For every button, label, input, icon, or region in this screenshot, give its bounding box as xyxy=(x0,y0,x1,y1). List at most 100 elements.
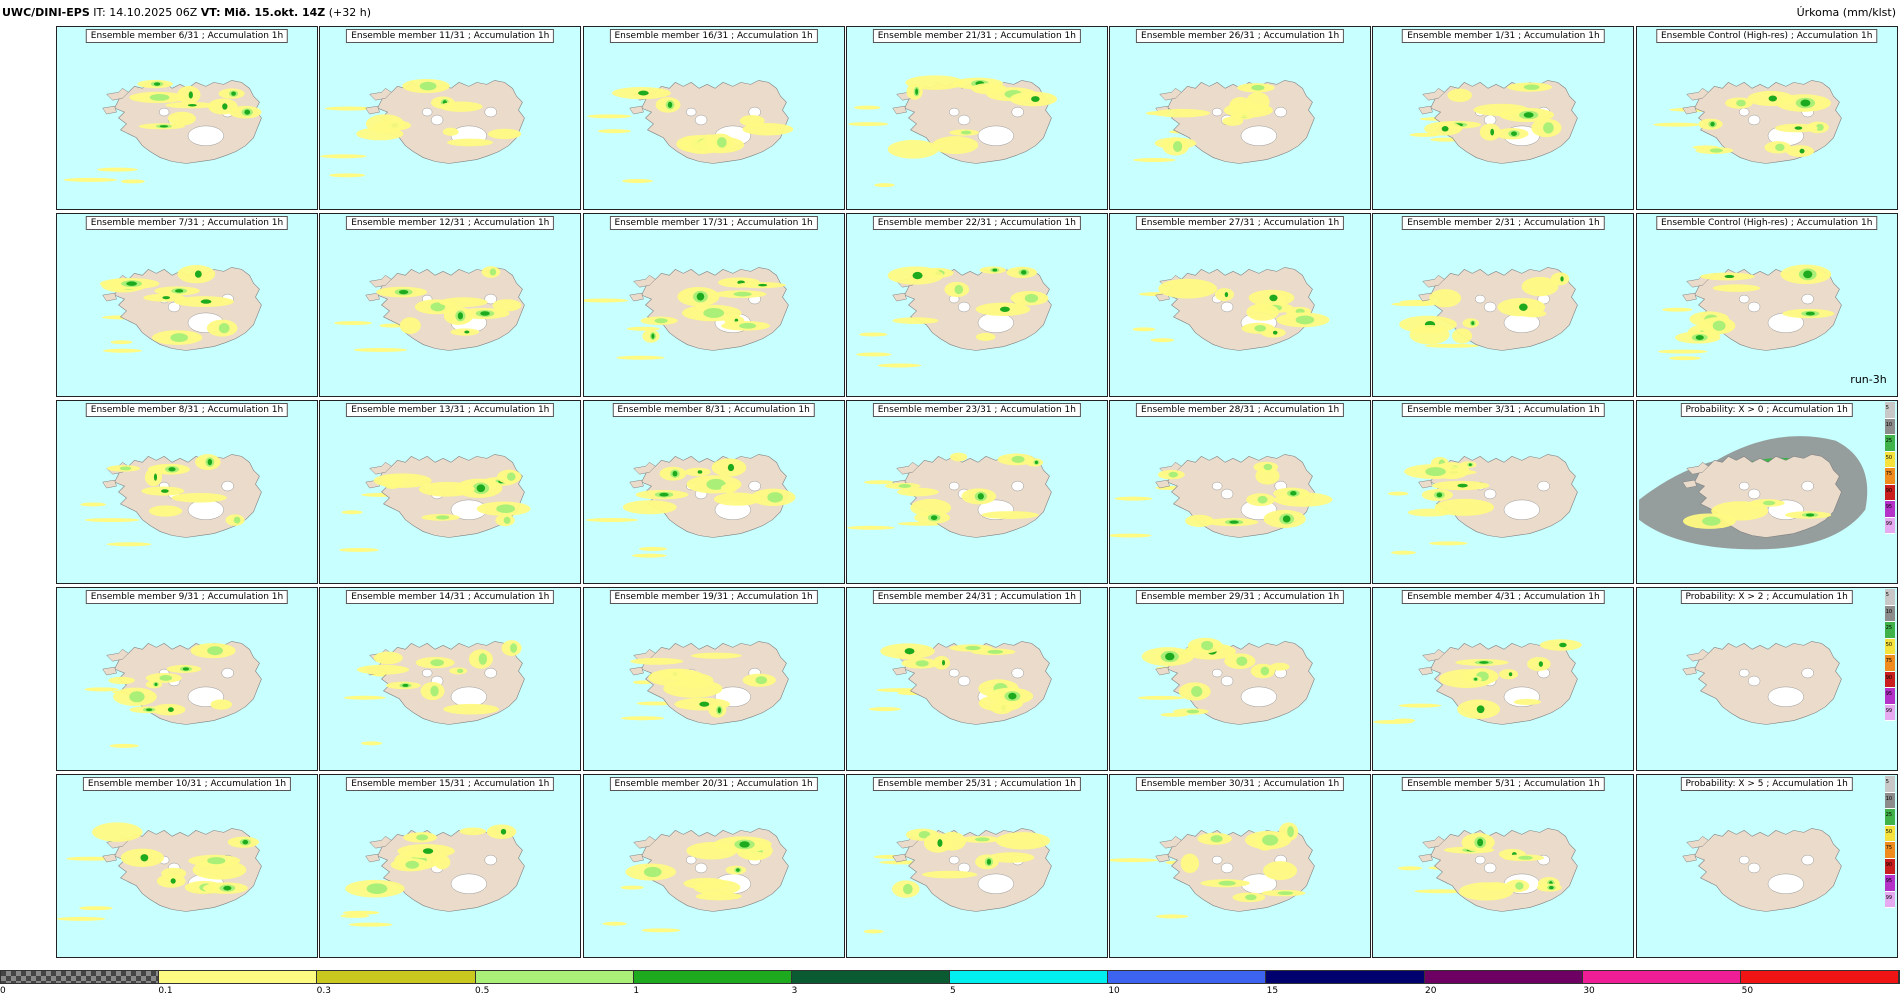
panel-title: Ensemble member 29/31 ; Accumulation 1h xyxy=(1136,590,1345,604)
prob-scale-label: 99 xyxy=(1885,894,1893,901)
colorbar-tick-label: 50 xyxy=(1741,986,1754,996)
map-panel: Ensemble member 16/31 ; Accumulation 1h xyxy=(582,26,845,210)
prob-scale-label: 10 xyxy=(1885,608,1893,615)
colorbar-tick-label: 1 xyxy=(633,986,640,996)
map-panel: Ensemble member 25/31 ; Accumulation 1h xyxy=(845,774,1108,958)
map-panel: Ensemble member 10/31 ; Accumulation 1h xyxy=(56,774,318,958)
panel-title: Ensemble member 13/31 ; Accumulation 1h xyxy=(346,403,555,417)
map-panel: Ensemble member 12/31 ; Accumulation 1h xyxy=(319,213,582,397)
panel-title: Ensemble member 27/31 ; Accumulation 1h xyxy=(1136,216,1345,230)
map-figure xyxy=(583,214,844,396)
map-figure xyxy=(320,588,581,770)
prob-scale-step: 95 xyxy=(1884,875,1895,892)
map-figure xyxy=(57,588,317,770)
map-panel: Ensemble member 11/31 ; Accumulation 1h xyxy=(319,26,582,210)
panel-title: Ensemble member 1/31 ; Accumulation 1h xyxy=(1402,29,1605,43)
map-figure xyxy=(1373,775,1634,957)
map-figure xyxy=(846,588,1107,770)
prob-scale-step: 99 xyxy=(1884,517,1895,534)
map-panel: Probability: X > 2 ; Accumulation 1h 5 10 2… xyxy=(1635,587,1898,771)
prob-scale-step: 5 xyxy=(1884,402,1895,419)
header-run-info: UWC/DINI-EPS IT: 14.10.2025 06Z VT: Mið.… xyxy=(2,6,371,19)
prob-scale-step: 25 xyxy=(1884,809,1895,826)
panel-title: Ensemble member 4/31 ; Accumulation 1h xyxy=(1402,590,1605,604)
prob-scale-step: 10 xyxy=(1884,792,1895,809)
prob-scale-label: 99 xyxy=(1885,520,1893,527)
panel-title: Ensemble member 17/31 ; Accumulation 1h xyxy=(609,216,818,230)
map-figure xyxy=(583,588,844,770)
prob-scale-step: 95 xyxy=(1884,688,1895,705)
map-panel: Ensemble member 3/31 ; Accumulation 1h xyxy=(1372,400,1635,584)
prob-scale-label: 50 xyxy=(1885,454,1893,461)
map-figure xyxy=(57,27,317,209)
panel-title: Ensemble member 21/31 ; Accumulation 1h xyxy=(872,29,1081,43)
colorbar-tick-label: 3 xyxy=(791,986,798,996)
map-figure xyxy=(583,775,844,957)
prob-scale-step: 5 xyxy=(1884,776,1895,793)
prob-scale-step: 90 xyxy=(1884,671,1895,688)
it-label: IT: xyxy=(93,6,106,19)
colorbar-labels: 0 0.1 0.3 0.5 1 3 5 10 15 20 30 50 xyxy=(0,986,1900,1000)
prob-scale-step: 50 xyxy=(1884,638,1895,655)
map-figure xyxy=(1636,401,1897,583)
prob-scale-step: 50 xyxy=(1884,825,1895,842)
prob-scale-label: 5 xyxy=(1885,405,1889,411)
prob-scale-step: 10 xyxy=(1884,605,1895,622)
map-panel: Ensemble member 9/31 ; Accumulation 1h xyxy=(56,587,318,771)
prob-scale-step: 25 xyxy=(1884,435,1895,452)
map-figure xyxy=(1373,27,1634,209)
colorbar-tick-label: 0.1 xyxy=(158,986,173,996)
panel-title: Ensemble member 12/31 ; Accumulation 1h xyxy=(346,216,555,230)
prob-scale-label: 90 xyxy=(1885,487,1893,494)
colorbar-swatch xyxy=(475,971,634,983)
map-figure xyxy=(846,775,1107,957)
panel-title: Ensemble member 6/31 ; Accumulation 1h xyxy=(85,29,289,43)
map-figure xyxy=(57,401,317,583)
panel-title: Ensemble member 9/31 ; Accumulation 1h xyxy=(85,590,289,604)
prob-scale-step: 90 xyxy=(1884,858,1895,875)
colorbar-swatch xyxy=(1108,971,1267,983)
panel-title: Ensemble member 24/31 ; Accumulation 1h xyxy=(872,590,1081,604)
colorbar-tick-label: 15 xyxy=(1266,986,1279,996)
map-panel: Ensemble member 15/31 ; Accumulation 1h xyxy=(319,774,582,958)
prob-scale-step: 5 xyxy=(1884,589,1895,606)
panel-grid: Ensemble member 6/31 ; Accumulation 1h E… xyxy=(56,26,1899,961)
map-figure xyxy=(1636,214,1897,396)
map-figure xyxy=(1110,27,1371,209)
prob-scale-label: 10 xyxy=(1885,795,1893,802)
panel-title: Probability: X > 2 ; Accumulation 1h xyxy=(1680,590,1853,604)
map-panel: Ensemble member 7/31 ; Accumulation 1h xyxy=(56,213,318,397)
colorbar-swatch xyxy=(1740,971,1900,983)
prob-scale-step: 99 xyxy=(1884,891,1895,908)
colorbar-swatch xyxy=(1424,971,1583,983)
panel-title: Ensemble member 8/31 ; Accumulation 1h xyxy=(612,403,815,417)
panel-title: Probability: X > 0 ; Accumulation 1h xyxy=(1680,403,1853,417)
map-figure xyxy=(1636,27,1897,209)
map-panel: Ensemble member 21/31 ; Accumulation 1h xyxy=(845,26,1108,210)
map-panel: Probability: X > 0 ; Accumulation 1h 5 10 2… xyxy=(1635,400,1898,584)
colorbar-tick-label: 30 xyxy=(1583,986,1595,996)
colorbar-swatch xyxy=(950,971,1109,983)
vt-value: Mið. 15.okt. 14Z xyxy=(224,6,326,19)
panel-title: Ensemble member 25/31 ; Accumulation 1h xyxy=(872,777,1081,791)
map-panel: Ensemble member 13/31 ; Accumulation 1h xyxy=(319,400,582,584)
panel-title: Ensemble Control (High-res) ; Accumulati… xyxy=(1655,216,1878,230)
vt-label: VT: xyxy=(200,6,221,19)
prob-scale-step: 75 xyxy=(1884,468,1895,485)
panel-title: Ensemble member 3/31 ; Accumulation 1h xyxy=(1402,403,1605,417)
colorbar-swatch xyxy=(791,971,951,983)
precip-colorbar xyxy=(0,970,1900,984)
panel-title: Ensemble member 5/31 ; Accumulation 1h xyxy=(1402,777,1605,791)
prob-scale-step: 25 xyxy=(1884,622,1895,639)
colorbar-tick-label: 0 xyxy=(0,986,6,996)
run-offset-label: run-3h xyxy=(1850,373,1887,386)
panel-title: Ensemble member 14/31 ; Accumulation 1h xyxy=(346,590,555,604)
prob-scale-label: 95 xyxy=(1885,878,1893,884)
map-panel: Ensemble member 26/31 ; Accumulation 1h xyxy=(1109,26,1372,210)
map-panel: Ensemble member 5/31 ; Accumulation 1h xyxy=(1372,774,1635,958)
colorbar-swatch xyxy=(633,971,792,983)
prob-scale-label: 95 xyxy=(1885,504,1893,510)
colorbar-swatch xyxy=(159,971,318,983)
map-figure xyxy=(1373,588,1634,770)
colorbar-tick-label: 5 xyxy=(950,986,956,996)
